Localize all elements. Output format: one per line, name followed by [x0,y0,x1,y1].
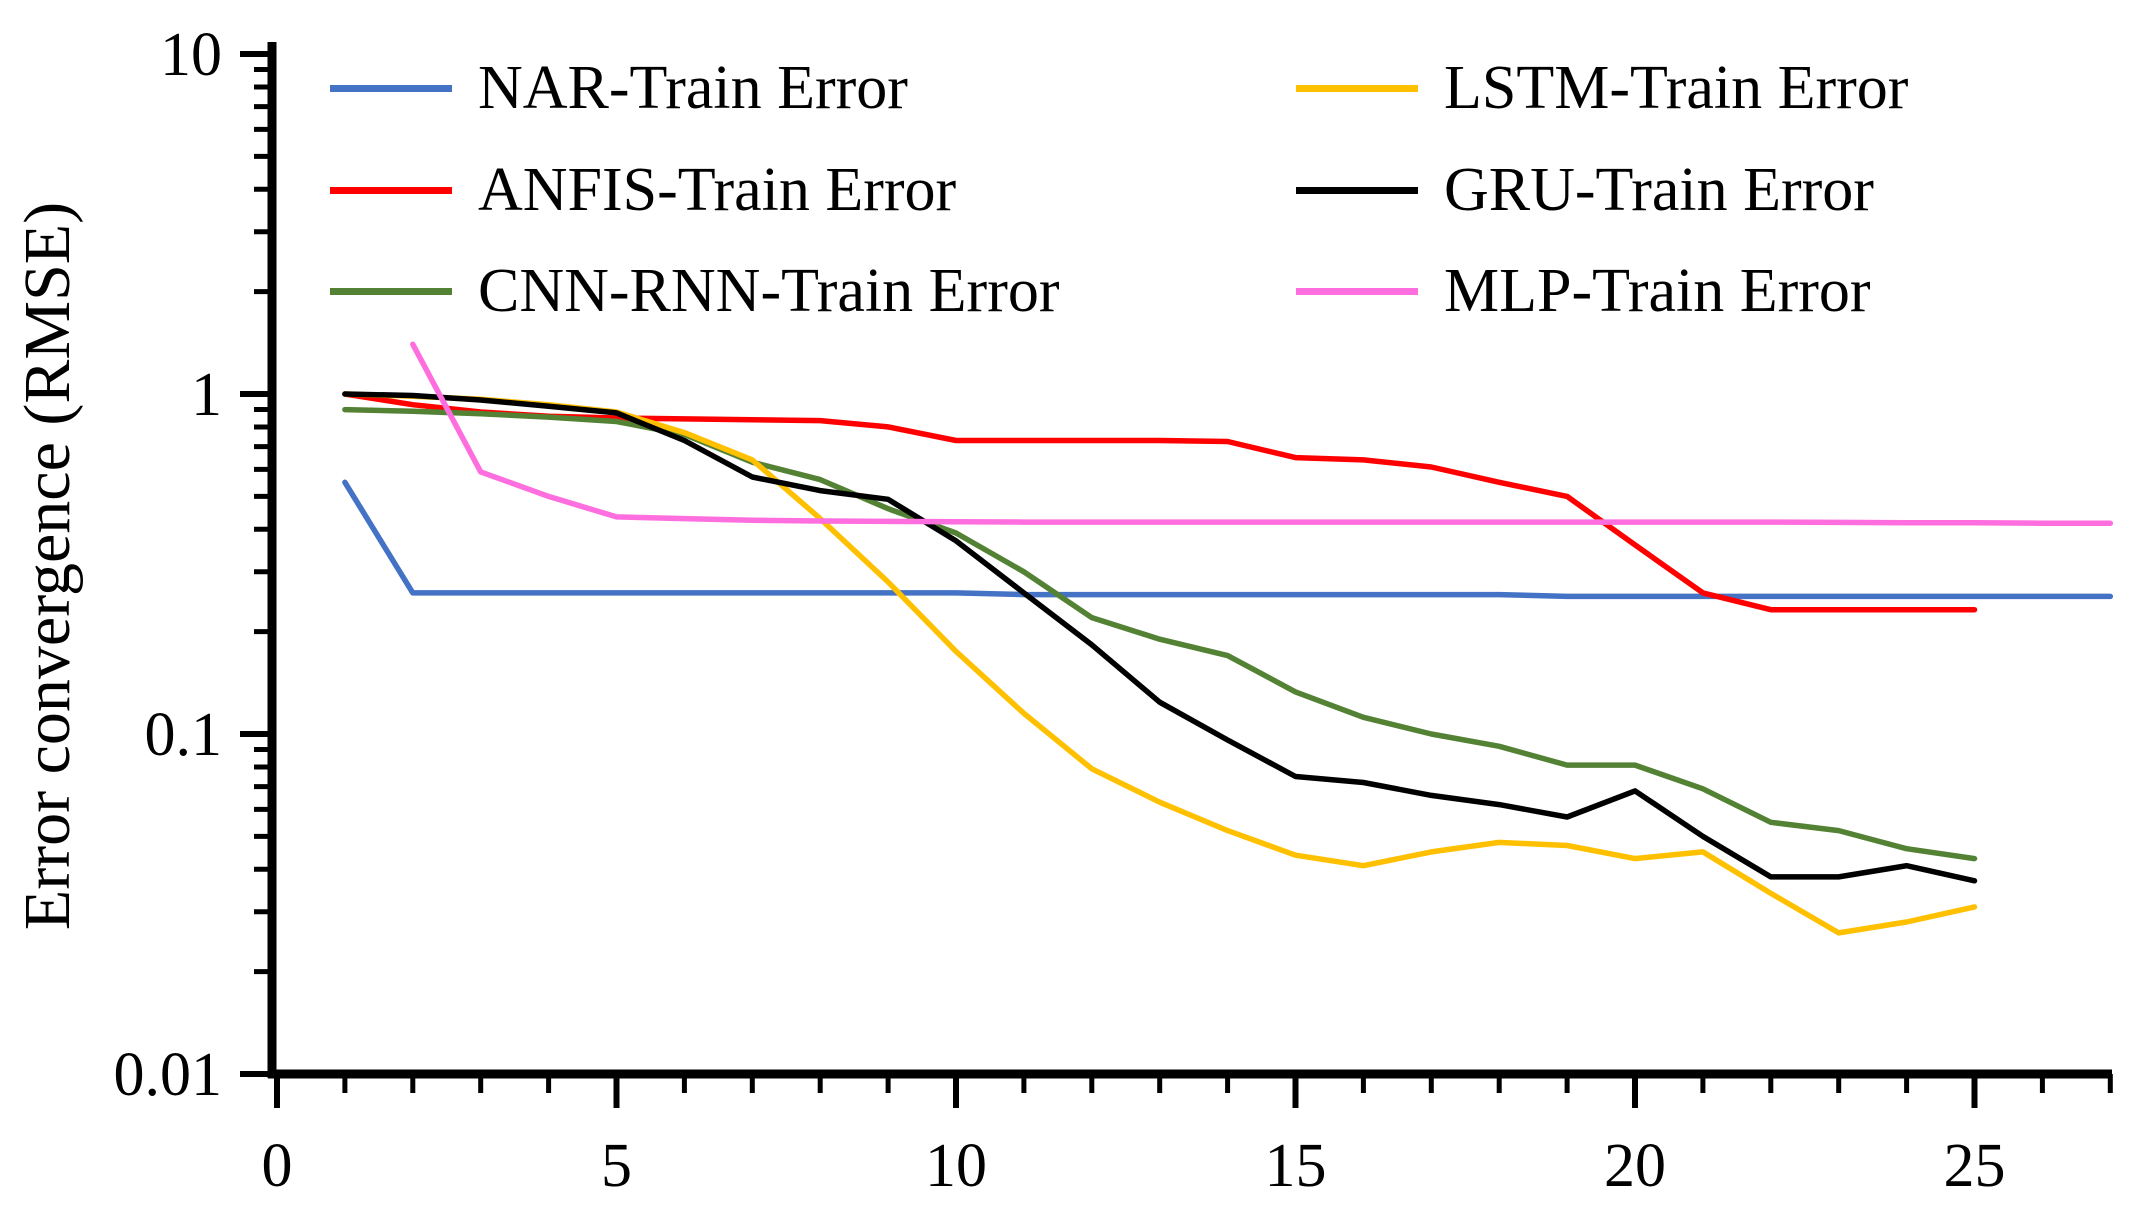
series-line-mlp-train-error [410,341,2114,526]
legend-item-lstm-train-error: LSTM-Train Error [1296,54,1908,122]
legend-swatch [1296,287,1418,295]
x-tick-label: 20 [1604,1132,1666,1200]
legend-label: CNN-RNN-Train Error [478,256,1060,325]
axis-tick-labels: 10 1 0.1 0.01 0 5 10 15 20 25 [114,21,2006,1200]
x-tick-label: 5 [601,1132,632,1200]
y-tick-label: 0.1 [145,701,223,769]
series-line-anfis-train-error [342,391,1978,613]
y-tick-label: 1 [191,361,222,429]
legend-swatch [330,84,452,92]
series-line-nar-train-error [342,479,2114,600]
legend-item-mlp-train-error: MLP-Train Error [1296,257,1871,325]
legend-label: LSTM-Train Error [1444,53,1909,122]
legend-item-nar-train-error: NAR-Train Error [330,54,908,122]
x-tick-label: 15 [1265,1132,1327,1200]
x-tick-label: 25 [1944,1132,2006,1200]
legend-item-gru-train-error: GRU-Train Error [1296,156,1874,224]
y-tick-label: 10 [160,21,222,89]
legend-label: GRU-Train Error [1444,155,1874,224]
legend-item-cnn-rnn-train-error: CNN-RNN-Train Error [330,257,1060,325]
x-tick-label: 0 [262,1132,293,1200]
axes [240,42,2113,1108]
legend-item-anfis-train-error: ANFIS-Train Error [330,156,956,224]
legend-label: ANFIS-Train Error [478,155,957,224]
legend-swatch [330,186,452,194]
legend-swatch [1296,186,1418,194]
legend-swatch [1296,84,1418,92]
legend-swatch [330,287,452,295]
x-tick-label: 10 [925,1132,987,1200]
legend-label: NAR-Train Error [478,53,908,122]
series-line-cnn-rnn-train-error [342,406,1978,862]
y-axis-title: Error convergence (RMSE) [11,201,84,931]
series-line-gru-train-error [342,391,1978,884]
series-lines [342,341,2114,936]
y-tick-label: 0.01 [114,1041,223,1109]
legend-label: MLP-Train Error [1444,256,1871,325]
